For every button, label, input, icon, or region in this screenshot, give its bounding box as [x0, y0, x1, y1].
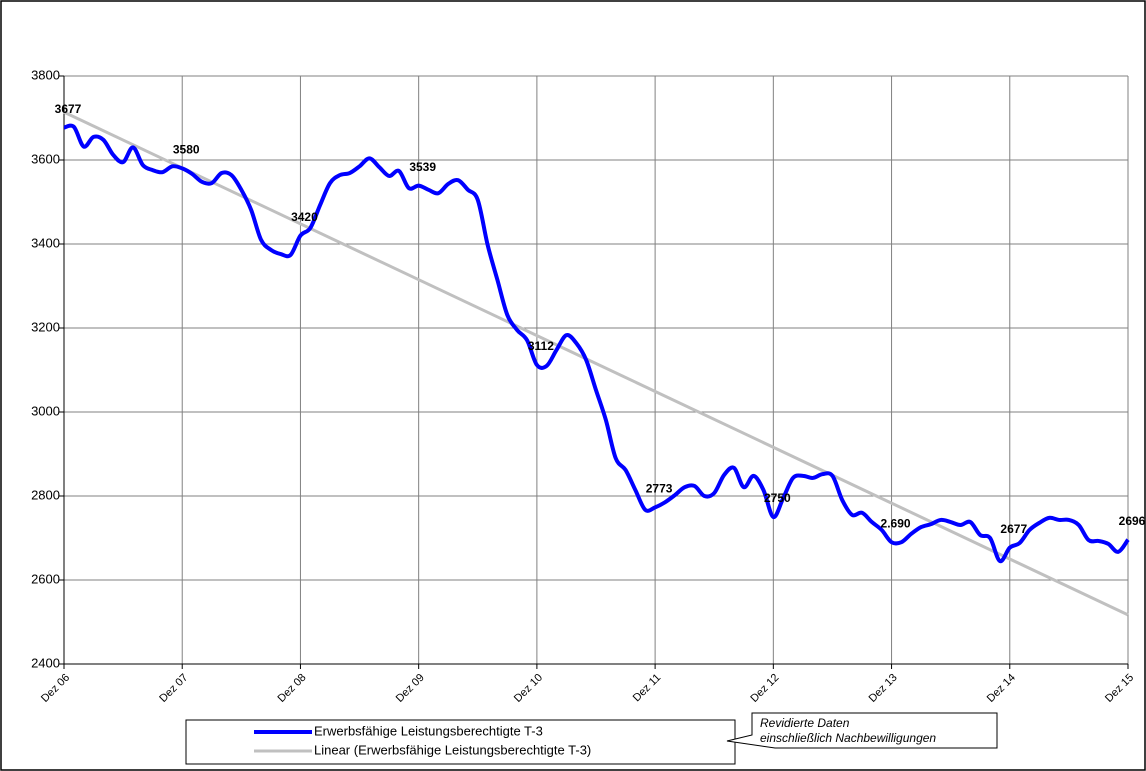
- annotation-line: einschließlich Nachbewilligungen: [760, 731, 936, 745]
- data-label: 3112: [528, 339, 554, 353]
- legend-label: Erwerbsfähige Leistungsberechtigte T-3: [314, 723, 543, 738]
- data-label: 3420: [291, 210, 318, 224]
- data-label: 3677: [55, 102, 82, 116]
- data-label: 3539: [409, 160, 436, 174]
- data-label: 2677: [1000, 522, 1027, 536]
- callout: [726, 712, 998, 749]
- y-tick-label: 3600: [31, 151, 60, 166]
- x-tick-label: Dez 07: [157, 672, 190, 705]
- x-tick-label: Dez 10: [512, 672, 545, 705]
- x-tick-label: Dez 09: [394, 672, 427, 705]
- x-tick-label: Dez 14: [985, 672, 1018, 705]
- y-tick-label: 2600: [31, 571, 60, 586]
- x-tick-label: Dez 13: [867, 672, 900, 705]
- data-label: 2750: [764, 491, 791, 505]
- annotation: Revidierte Daten einschließlich Nachbewi…: [726, 712, 998, 749]
- y-tick-label: 3000: [31, 403, 60, 418]
- annotation-line: Revidierte Daten: [760, 716, 850, 730]
- x-tick-label: Dez 08: [275, 672, 308, 705]
- x-tick-label: Dez 11: [631, 672, 664, 705]
- data-label: 2.690: [881, 516, 911, 530]
- x-tick-label: Dez 12: [748, 672, 781, 705]
- y-tick-label: 3200: [31, 319, 60, 334]
- x-tick-label: Dez 15: [1103, 672, 1136, 705]
- data-label: 3580: [173, 143, 200, 157]
- data-label: 2696: [1119, 514, 1146, 528]
- legend: Erwerbsfähige Leistungsberechtigte T-3 Li…: [185, 719, 736, 765]
- x-tick-label: Dez 06: [39, 672, 72, 705]
- y-tick-label: 2800: [31, 487, 60, 502]
- y-tick-label: 3800: [31, 67, 60, 82]
- series-line: [63, 123, 1130, 564]
- y-tick-label: 2400: [31, 655, 60, 670]
- legend-box: [185, 719, 736, 765]
- trend-line: [63, 110, 1129, 617]
- legend-label: Linear (Erwerbsfähige Leistungsberechtig…: [314, 742, 591, 757]
- y-tick-label: 3400: [31, 235, 60, 250]
- data-label: 2773: [646, 482, 673, 496]
